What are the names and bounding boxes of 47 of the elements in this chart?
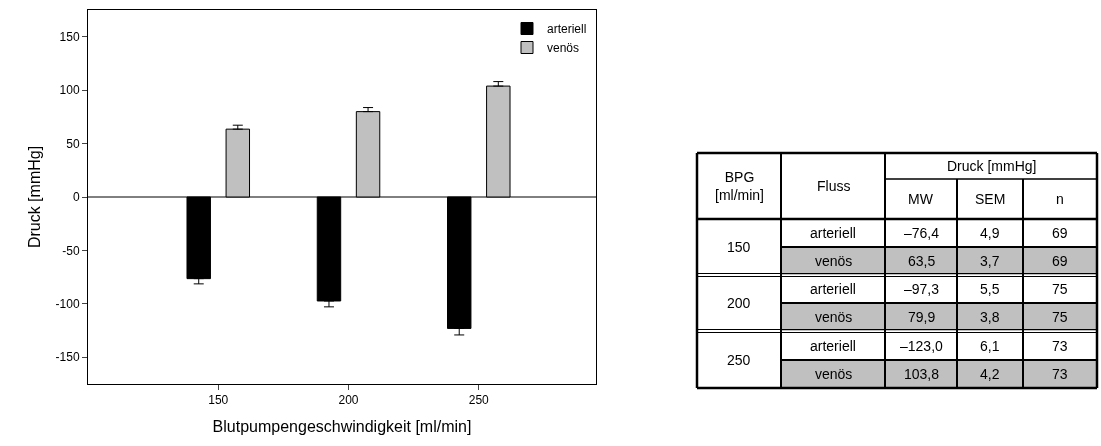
y-tick-label: -100 (55, 297, 80, 312)
text: 79,9 (908, 309, 936, 325)
text: Fluss (817, 178, 851, 194)
text: 4,2 (980, 366, 1000, 382)
text: Druck [mmHg] (947, 158, 1037, 174)
text: 6,1 (980, 338, 1000, 354)
text: 73 (1052, 366, 1068, 382)
legend-label: venös (547, 41, 580, 56)
y-tick-label: 150 (59, 29, 80, 44)
text: 4,9 (980, 225, 1000, 241)
text: arteriell (810, 225, 856, 241)
text: venös (815, 253, 853, 269)
text: 150 (727, 239, 751, 255)
text: 69 (1052, 253, 1068, 269)
text: 5,5 (980, 281, 1000, 297)
legend-label: arteriell (547, 22, 587, 37)
y-tick-label: 50 (66, 136, 80, 151)
text: venös (815, 309, 853, 325)
y-tick-label: -150 (55, 350, 80, 365)
y-tick-label: 100 (59, 83, 80, 98)
text: 200 (727, 295, 751, 311)
text: –97,3 (904, 281, 940, 297)
x-tick-label: 200 (338, 393, 359, 408)
text: 63,5 (908, 253, 936, 269)
text: SEM (975, 191, 1006, 207)
text: venös (815, 366, 853, 382)
x-tick-label: 150 (208, 393, 229, 408)
text: 73 (1052, 338, 1068, 354)
text: 103,8 (904, 366, 940, 382)
text: 3,7 (980, 253, 1000, 269)
x-tick-label: 250 (468, 393, 490, 408)
text: –76,4 (904, 225, 940, 241)
text: 3,8 (980, 309, 1000, 325)
text: MW (908, 191, 934, 207)
y-tick-label: -50 (62, 243, 80, 258)
y-axis-title: Druck [mmHg] (26, 145, 44, 249)
text: arteriell (810, 281, 856, 297)
text: –123,0 (900, 338, 943, 354)
text: 69 (1052, 225, 1068, 241)
text: 250 (727, 352, 751, 368)
text: 75 (1052, 281, 1068, 297)
text: BPG [ml/min] (715, 169, 764, 204)
text: n (1056, 191, 1064, 207)
y-tick-label: 0 (72, 190, 80, 205)
text: arteriell (810, 338, 856, 354)
x-axis-title: Blutpumpengeschwindigkeit [ml/min] (212, 418, 472, 436)
text: 75 (1052, 309, 1068, 325)
